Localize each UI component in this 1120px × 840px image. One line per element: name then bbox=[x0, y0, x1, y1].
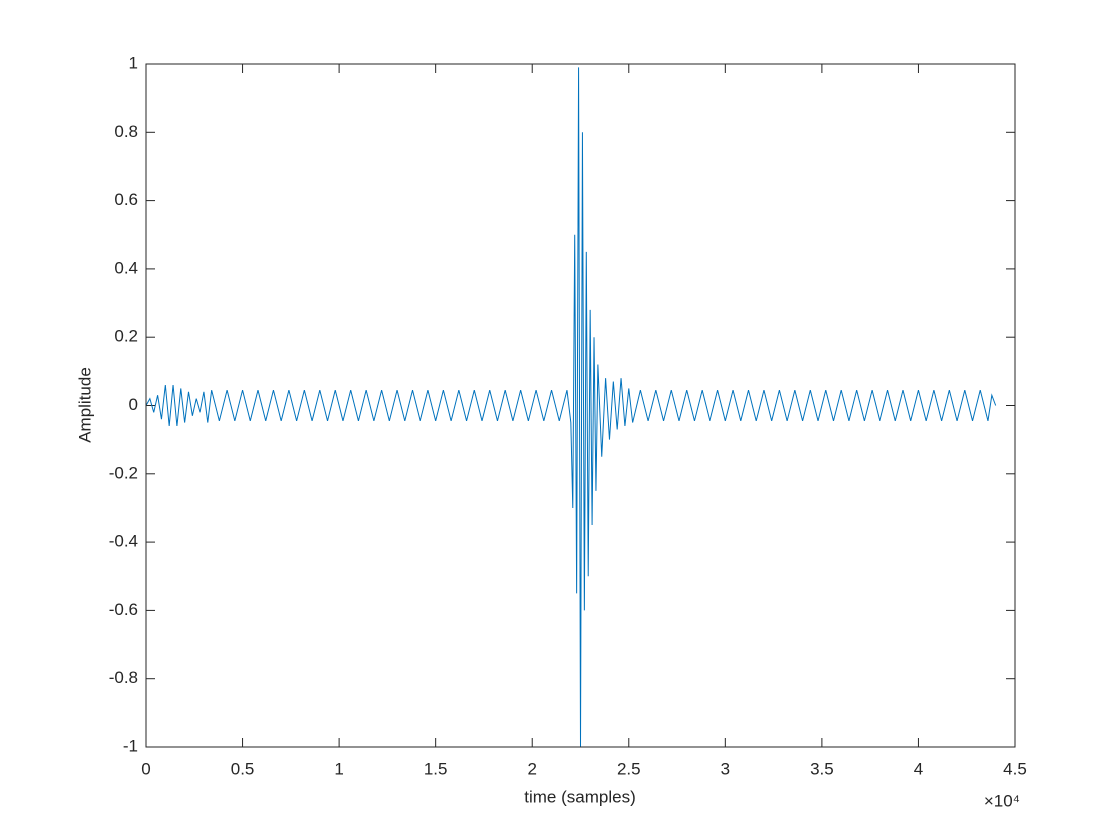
x-tick-label: 3.5 bbox=[810, 759, 834, 778]
waveform-line bbox=[145, 67, 997, 748]
x-tick-label: 1 bbox=[334, 759, 343, 778]
y-tick-label: 0 bbox=[129, 395, 138, 414]
x-multiplier: ×10⁴ bbox=[984, 791, 1020, 810]
y-axis-label: Amplitude bbox=[75, 367, 94, 443]
x-axis-label: time (samples) bbox=[524, 787, 635, 806]
y-tick-label: -0.2 bbox=[109, 463, 138, 482]
x-tick-label: 2 bbox=[527, 759, 536, 778]
x-tick-label: 3 bbox=[721, 759, 730, 778]
x-tick-label: 4.5 bbox=[1003, 759, 1027, 778]
y-tick-label: -1 bbox=[123, 736, 138, 755]
x-tick-label: 2.5 bbox=[617, 759, 641, 778]
x-tick-label: 1.5 bbox=[424, 759, 448, 778]
y-tick-label: 1 bbox=[129, 53, 138, 72]
y-tick-label: -0.6 bbox=[109, 600, 138, 619]
y-tick-label: -0.8 bbox=[109, 668, 138, 687]
y-tick-label: 0.4 bbox=[114, 258, 138, 277]
y-tick-label: 0.2 bbox=[114, 327, 138, 346]
y-tick-label: 0.6 bbox=[114, 190, 138, 209]
x-tick-label: 4 bbox=[914, 759, 923, 778]
x-tick-label: 0.5 bbox=[231, 759, 255, 778]
axes-box bbox=[145, 63, 1016, 748]
x-tick-label: 0 bbox=[141, 759, 150, 778]
y-tick-label: 0.8 bbox=[114, 122, 138, 141]
y-tick-label: -0.4 bbox=[109, 532, 138, 551]
